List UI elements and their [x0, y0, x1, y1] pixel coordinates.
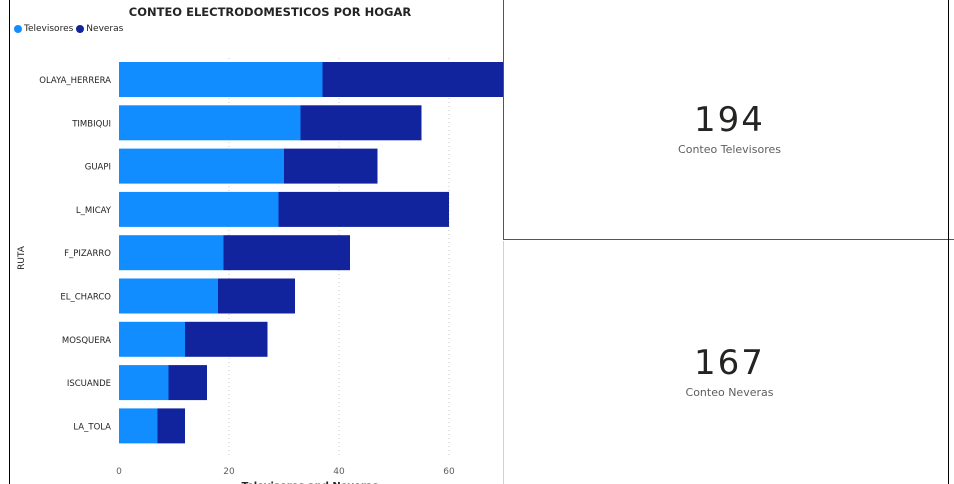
bar-televisores-iscuande[interactable]	[119, 365, 169, 401]
legend-item-televisores[interactable]: Televisores	[14, 24, 73, 34]
bar-televisores-timbiqui[interactable]	[119, 105, 301, 141]
x-axis-title: Televisores and Neveras	[242, 481, 379, 484]
bar-neveras-la_tola[interactable]	[157, 408, 186, 444]
chart-canvas: 0 20 40 60 OLAYA_HERRERA TIMBIQUI GUAPI L_MICAY…	[17, 58, 504, 484]
bar-televisores-f_pizarro[interactable]	[119, 235, 224, 271]
legend-item-neveras[interactable]: Neveras	[76, 24, 123, 34]
chart-legend: Televisores Neveras	[14, 24, 126, 34]
kpi-card-neveras[interactable]: 167 Conteo Neveras	[503, 241, 954, 484]
x-tick-label: 0	[116, 467, 122, 477]
kpi-value-neveras: 167	[694, 343, 765, 383]
bar-neveras-timbiqui[interactable]	[300, 105, 422, 141]
stacked-bar-chart-panel: 0 20 40 60 OLAYA_HERRERA TIMBIQUI GUAPI L_MICAY…	[10, 0, 503, 484]
y-tick-label: MOSQUERA	[62, 336, 111, 346]
frame-left-border	[9, 0, 10, 484]
legend-marker-neveras	[76, 25, 85, 33]
kpi-label-neveras: Conteo Neveras	[685, 386, 774, 399]
y-tick-label: GUAPI	[85, 163, 111, 173]
bar-neveras-f_pizarro[interactable]	[223, 235, 351, 271]
bar-televisores-el_charco[interactable]	[119, 278, 218, 314]
bar-neveras-l_micay[interactable]	[278, 191, 450, 227]
x-tick-label: 40	[333, 467, 345, 477]
chart-title: CONTEO ELECTRODOMESTICOS POR HOGAR	[128, 5, 412, 19]
bar-televisores-mosquera[interactable]	[119, 321, 185, 357]
y-tick-label: F_PIZARRO	[64, 249, 111, 259]
y-tick-label: L_MICAY	[76, 206, 112, 216]
legend-marker-televisores	[14, 25, 22, 33]
x-tick-label: 60	[443, 467, 455, 477]
x-tick-label: 20	[223, 467, 235, 477]
kpi-card-televisores[interactable]: 194 Conteo Televisores	[503, 0, 954, 240]
kpi-value-televisores: 194	[694, 100, 765, 140]
bar-televisores-guapi[interactable]	[119, 148, 284, 184]
bar-televisores-la_tola[interactable]	[119, 408, 158, 444]
bar-televisores-olaya_herrera[interactable]	[119, 62, 323, 97]
bar-neveras-iscuande[interactable]	[168, 365, 208, 401]
frame-right-border	[948, 0, 949, 484]
y-tick-label: TIMBIQUI	[71, 119, 111, 129]
bar-neveras-el_charco[interactable]	[218, 278, 295, 314]
bar-neveras-mosquera[interactable]	[185, 321, 268, 357]
y-tick-label: LA_TOLA	[73, 422, 111, 432]
bar-televisores-l_micay[interactable]	[119, 191, 279, 227]
bar-neveras-guapi[interactable]	[284, 148, 378, 184]
legend-label-televisores: Televisores	[24, 24, 74, 34]
legend-label-neveras: Neveras	[86, 24, 124, 34]
y-tick-label: ISCUANDE	[67, 379, 111, 389]
y-tick-label: OLAYA_HERRERA	[39, 76, 111, 86]
y-tick-label: EL_CHARCO	[60, 293, 111, 303]
kpi-label-televisores: Conteo Televisores	[678, 143, 781, 156]
bar-neveras-olaya_herrera[interactable]	[322, 62, 504, 97]
y-axis-title: RUTA	[17, 245, 27, 270]
